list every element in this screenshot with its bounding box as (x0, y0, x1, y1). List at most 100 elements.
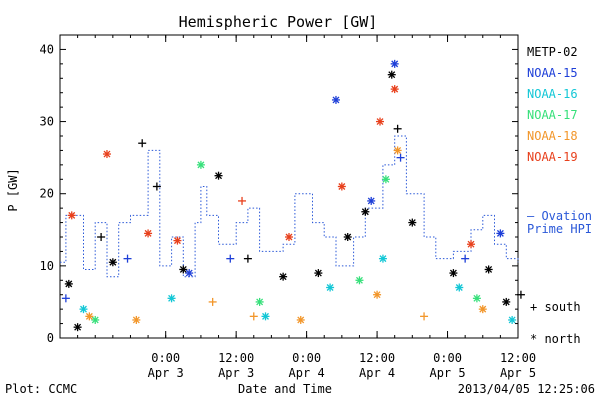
data-point-north (496, 229, 505, 238)
marker-stroke (373, 291, 381, 299)
x-tick-label-date: Apr 3 (218, 366, 254, 380)
data-point-north (408, 218, 417, 227)
data-point-north (337, 182, 346, 191)
marker-stroke (455, 284, 463, 291)
data-point-south (238, 196, 247, 205)
data-point-north (73, 323, 82, 332)
marker-stroke (388, 71, 396, 79)
data-point-north (314, 269, 323, 278)
legend-hemisphere-entry: * north (530, 332, 581, 346)
data-point-north (102, 150, 111, 159)
plot-frame (59, 34, 519, 339)
marker-stroke (496, 229, 504, 237)
legend-entry: METP-02 (527, 45, 578, 59)
y-tick-label: 0 (47, 331, 54, 345)
marker-stroke (408, 219, 416, 227)
data-point-north (484, 265, 493, 274)
data-point-north (173, 236, 182, 245)
marker-stroke (332, 96, 340, 104)
data-point-north (331, 95, 340, 104)
data-point-south (138, 139, 147, 148)
plot-source-label: Plot: CCMC (5, 382, 77, 396)
data-point-south (461, 254, 470, 263)
x-tick-label-time: 0:00 (151, 351, 180, 365)
marker-stroke (85, 312, 93, 320)
x-tick-label-date: Apr 4 (359, 366, 395, 380)
marker-stroke (109, 258, 117, 266)
marker-stroke (103, 150, 111, 158)
data-point-south (420, 312, 429, 321)
data-point-north (185, 269, 194, 278)
x-tick-label-date: Apr 3 (148, 366, 184, 380)
marker-stroke (382, 175, 390, 183)
data-point-south (226, 254, 235, 263)
marker-stroke (485, 266, 493, 273)
legend: METP-02 NOAA-15 NOAA-16 NOAA-17 NOAA-18 NOAA-… (527, 45, 592, 346)
marker-stroke (467, 240, 475, 248)
marker-stroke (91, 316, 99, 324)
data-point-north (393, 146, 402, 155)
data-point-north (508, 315, 517, 324)
marker-stroke (144, 229, 152, 237)
x-tick-label-time: 12:00 (359, 351, 395, 365)
marker-stroke (502, 298, 510, 306)
data-point-north (367, 196, 376, 205)
data-point-north (478, 305, 487, 314)
timestamp-label: 2013/04/05 12:25:06 (458, 382, 595, 396)
marker-stroke (297, 316, 305, 324)
data-point-north (376, 117, 385, 126)
marker-stroke (179, 266, 187, 273)
data-point-north (179, 265, 188, 274)
marker-stroke (508, 316, 516, 324)
data-point-north (261, 312, 270, 321)
data-point-south (152, 182, 161, 191)
data-point-north (279, 272, 288, 281)
chart-title: Hemispheric Power [GW] (179, 13, 378, 31)
marker-stroke (80, 305, 87, 313)
x-tick-label-time: 12:00 (218, 351, 254, 365)
data-point-north (296, 315, 305, 324)
marker-stroke (479, 305, 487, 313)
marker-stroke (173, 237, 181, 245)
data-point-north (343, 233, 352, 241)
data-point-south (393, 124, 402, 133)
marker-stroke (74, 323, 82, 331)
y-tick-label: 40 (40, 42, 54, 56)
data-point-north (390, 59, 399, 68)
marker-stroke (326, 284, 334, 291)
marker-stroke (394, 146, 402, 154)
data-point-north (196, 160, 205, 169)
data-point-north (64, 279, 73, 288)
data-point-north (132, 315, 141, 324)
marker-stroke (338, 183, 346, 190)
data-point-south (243, 254, 252, 263)
marker-stroke (473, 294, 481, 302)
data-point-north (455, 283, 464, 292)
data-point-south (516, 290, 525, 299)
marker-stroke (449, 269, 457, 277)
data-point-north (390, 85, 399, 94)
data-point-north (285, 233, 293, 241)
marker-stroke (132, 316, 140, 324)
y-tick-label: 20 (40, 187, 54, 201)
data-point-north (91, 315, 100, 324)
marker-stroke (185, 269, 193, 277)
marker-stroke (256, 298, 264, 306)
marker-stroke (391, 60, 399, 68)
data-point-south (208, 297, 217, 306)
marker-stroke (65, 280, 73, 288)
marker-stroke (379, 255, 387, 263)
x-tick-label-date: Apr 5 (429, 366, 465, 380)
marker-stroke (344, 233, 352, 241)
marker-stroke (391, 85, 399, 93)
data-point-north (85, 312, 94, 321)
marker-stroke (376, 118, 384, 126)
data-point-south (396, 153, 405, 162)
data-point-north (472, 294, 481, 303)
data-point-north (387, 70, 396, 79)
data-point-north (108, 258, 117, 267)
marker-stroke (361, 208, 369, 216)
data-point-north (255, 297, 264, 306)
